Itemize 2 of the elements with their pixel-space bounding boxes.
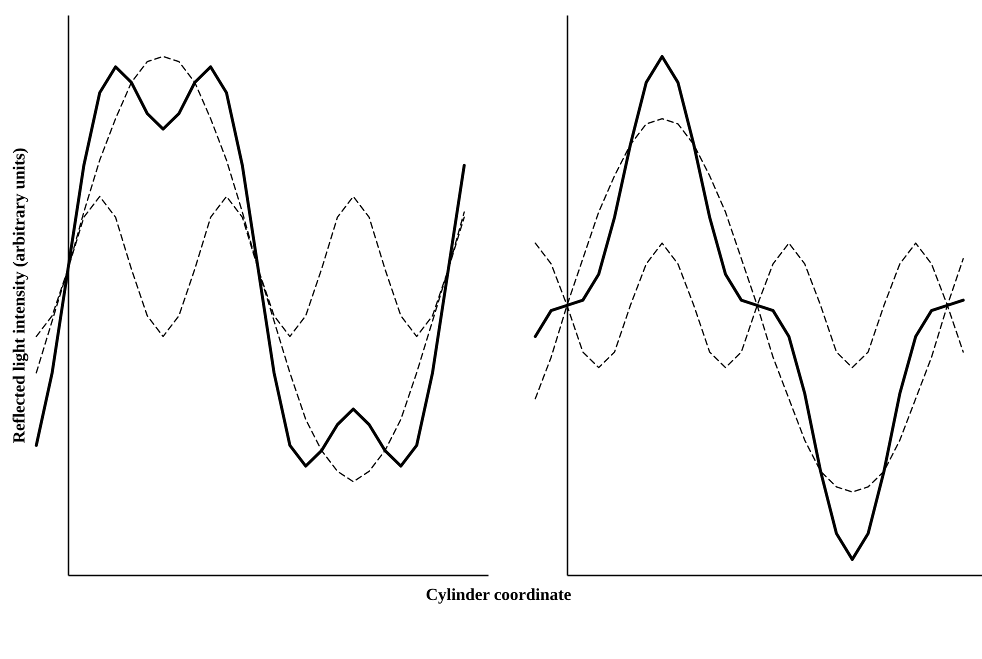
x-axis-title: Cylinder coordinate <box>426 585 572 604</box>
y-axis-title: Reflected light intensity (arbitrary units) <box>10 148 28 444</box>
